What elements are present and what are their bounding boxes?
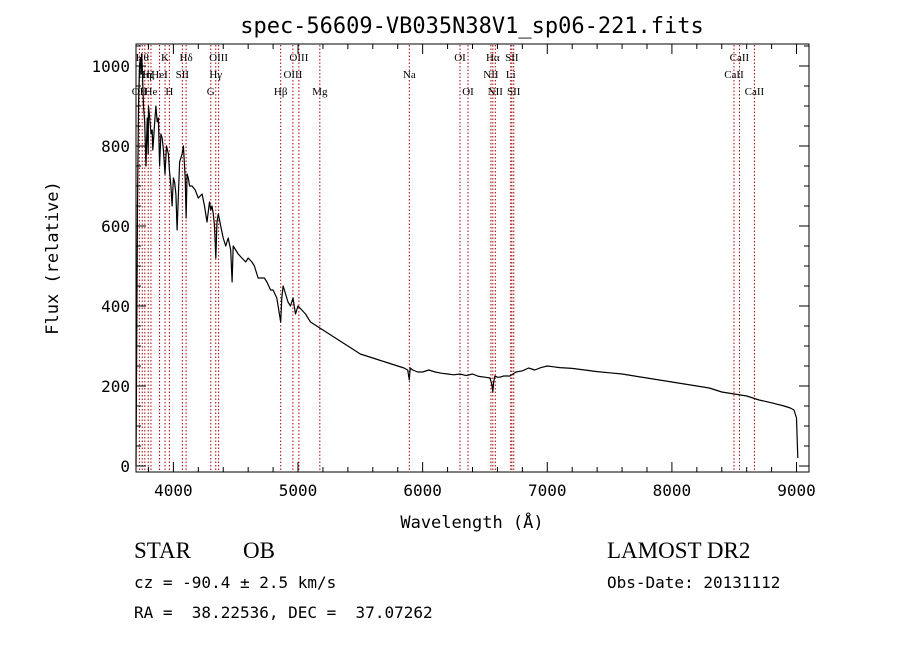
line-marker-label-25: SII bbox=[507, 86, 521, 98]
spectrum-series-0 bbox=[135, 53, 799, 467]
line-marker-label-12: OIII bbox=[209, 52, 228, 64]
y-tick-label-5: 1000 bbox=[91, 57, 130, 76]
line-marker-label-18: OI bbox=[454, 52, 466, 64]
obs-date-line: Obs-Date: 20131112 bbox=[607, 573, 781, 592]
x-tick-label-2: 6000 bbox=[403, 481, 442, 500]
y-tick-label-4: 800 bbox=[101, 137, 130, 156]
line-marker-label-19: OI bbox=[462, 86, 474, 98]
line-marker-label-16: Mg bbox=[312, 86, 328, 98]
y-axis: 0 200 400 600 800 1000 bbox=[91, 45, 809, 476]
y-tick-label-3: 600 bbox=[101, 217, 130, 236]
line-marker-label-6: K bbox=[161, 52, 169, 64]
x-tick-label-0: 4000 bbox=[154, 481, 193, 500]
x-axis-label: Wavelength (Å) bbox=[400, 511, 543, 533]
line-marker-label-7: H bbox=[165, 86, 173, 98]
series-layer bbox=[135, 53, 799, 467]
line-marker-label-22: NII bbox=[488, 86, 504, 98]
chart-title: spec-56609-VB035N38V1_sp06-221.fits bbox=[240, 14, 704, 39]
y-tick-label-2: 400 bbox=[101, 297, 130, 316]
line-marker-label-13: Hβ bbox=[274, 86, 288, 98]
line-marker-label-21: Hα bbox=[486, 52, 500, 64]
line-marker-label-20: NII bbox=[483, 69, 499, 81]
y-tick-label-1: 200 bbox=[101, 377, 130, 396]
coordinates-line: RA = 38.22536, DEC = 37.07262 bbox=[134, 603, 433, 622]
line-marker-label-3: Hζ bbox=[142, 69, 155, 81]
x-tick-label-3: 7000 bbox=[528, 481, 567, 500]
line-marker-label-5: HeI bbox=[151, 69, 168, 81]
line-marker-label-24: SII bbox=[505, 52, 519, 64]
line-marker-label-11: Hγ bbox=[209, 69, 222, 81]
x-tick-label-5: 9000 bbox=[777, 481, 816, 500]
x-axis: 4000 5000 6000 7000 8000 9000 bbox=[147, 44, 816, 500]
line-marker-label-14: OIII bbox=[283, 69, 302, 81]
y-axis-label: Flux (relative) bbox=[43, 181, 63, 335]
redshift-line: cz = -90.4 ± 2.5 km/s bbox=[134, 573, 337, 592]
line-marker-label-10: G bbox=[207, 86, 215, 98]
line-marker-label-23: Li bbox=[506, 69, 516, 81]
line-marker-label-26: CaII bbox=[724, 69, 744, 81]
line-marker-label-15: OIII bbox=[289, 52, 308, 64]
x-tick-label-1: 5000 bbox=[279, 481, 318, 500]
line-marker-label-9: Hδ bbox=[180, 52, 193, 64]
y-tick-label-0: 0 bbox=[120, 457, 130, 476]
object-subclass-label: OB bbox=[243, 538, 275, 563]
line-marker-label-27: CaII bbox=[730, 52, 750, 64]
line-marker-labels-layer: OIIHθHηHζHeHeIKHSIIHδGHγOIIIHβOIIIOIIIMg… bbox=[132, 52, 765, 98]
survey-label: LAMOST DR2 bbox=[607, 538, 751, 563]
object-class-label: STAR bbox=[134, 538, 191, 563]
line-marker-label-8: SII bbox=[176, 69, 190, 81]
line-marker-label-17: Na bbox=[403, 69, 416, 81]
line-marker-label-4: He bbox=[145, 86, 158, 98]
x-tick-label-4: 8000 bbox=[653, 481, 692, 500]
plot-frame bbox=[135, 43, 810, 473]
line-marker-label-28: CaII bbox=[745, 86, 765, 98]
